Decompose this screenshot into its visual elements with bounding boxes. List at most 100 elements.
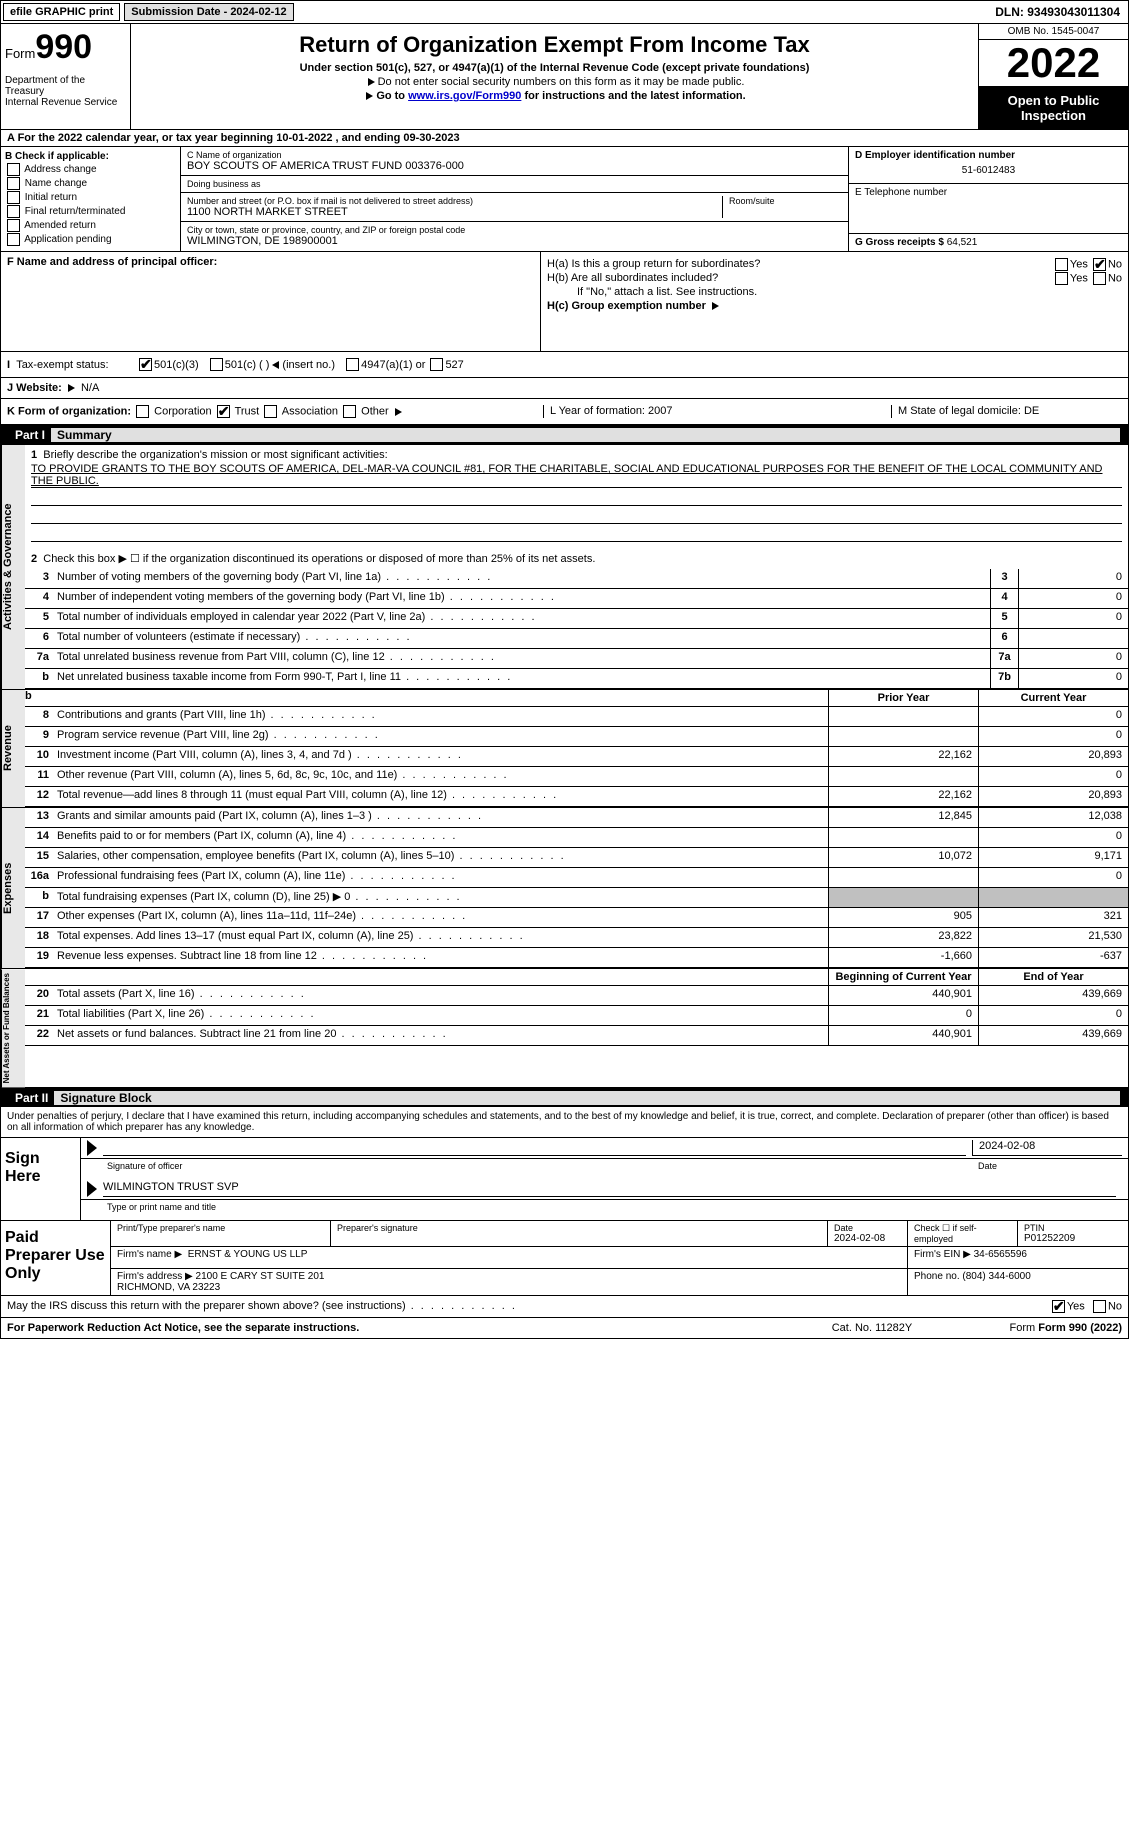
- chk-final-return[interactable]: Final return/terminated: [5, 205, 176, 218]
- current-year: 20,893: [978, 747, 1128, 766]
- col-f: F Name and address of principal officer:: [1, 252, 541, 351]
- prior-year: [828, 707, 978, 726]
- ha-text: H(a) Is this a group return for subordin…: [547, 258, 760, 270]
- row-num: 8: [25, 707, 53, 726]
- chk-501c3[interactable]: [139, 358, 152, 371]
- chk-address-change[interactable]: Address change: [5, 163, 176, 176]
- check-self-emp[interactable]: Check ☐ if self-employed: [908, 1221, 1018, 1246]
- triangle-icon: [87, 1181, 97, 1197]
- part1-header: Part I Summary: [1, 426, 1128, 444]
- chk-amended[interactable]: Amended return: [5, 219, 176, 232]
- current-year: 0: [978, 707, 1128, 726]
- summary-rev: Revenue b Prior Year Current Year 8 Cont…: [1, 689, 1128, 807]
- firm-ein-label: Firm's EIN ▶: [914, 1249, 971, 1260]
- chk-trust[interactable]: [217, 405, 230, 418]
- summary-row: 16a Professional fundraising fees (Part …: [25, 868, 1128, 888]
- firm-name: ERNST & YOUNG US LLP: [188, 1249, 308, 1260]
- mission-blank3: [31, 526, 1122, 542]
- f-label: F Name and address of principal officer:: [7, 256, 217, 268]
- label-4947: 4947(a)(1) or: [361, 359, 425, 371]
- prep-sig-label: Preparer's signature: [337, 1223, 821, 1233]
- rev-hdr: b Prior Year Current Year: [25, 690, 1128, 707]
- city-label: City or town, state or province, country…: [187, 225, 842, 235]
- row-num: 3: [25, 569, 53, 588]
- paid-line3: Firm's address ▶ 2100 E CARY ST SUITE 20…: [111, 1269, 1128, 1295]
- row-num: 21: [25, 1006, 53, 1025]
- row-num: 15: [25, 848, 53, 867]
- row-desc: Other revenue (Part VIII, column (A), li…: [53, 767, 828, 786]
- col-c-orginfo: C Name of organization BOY SCOUTS OF AME…: [181, 147, 848, 251]
- summary-row: 8 Contributions and grants (Part VIII, l…: [25, 707, 1128, 727]
- row-val: 0: [1018, 589, 1128, 608]
- na-content: Beginning of Current Year End of Year 20…: [25, 969, 1128, 1087]
- row-a-taxyear: A For the 2022 calendar year, or tax yea…: [1, 130, 1128, 147]
- declare-block: Under penalties of perjury, I declare th…: [1, 1107, 1128, 1138]
- k-label: K Form of organization:: [7, 405, 131, 417]
- discuss-no-chk[interactable]: [1093, 1300, 1106, 1313]
- row-desc: Total revenue—add lines 8 through 11 (mu…: [53, 787, 828, 806]
- tax-label: I Tax-exempt status:: [7, 359, 137, 371]
- side-na: Net Assets or Fund Balances: [1, 969, 25, 1087]
- ptin: P01252209: [1024, 1233, 1122, 1244]
- receipts-label: G Gross receipts $: [855, 237, 944, 248]
- row-desc: Total fundraising expenses (Part IX, col…: [53, 888, 828, 907]
- summary-row: 5 Total number of individuals employed i…: [25, 609, 1128, 629]
- sig-officer-line: 2024-02-08: [81, 1138, 1128, 1159]
- discuss-yes-chk[interactable]: [1052, 1300, 1065, 1313]
- form-990-number: 990: [35, 28, 92, 66]
- summary-row: 12 Total revenue—add lines 8 through 11 …: [25, 787, 1128, 807]
- org-name: BOY SCOUTS OF AMERICA TRUST FUND 003376-…: [187, 160, 842, 172]
- label-corp: Corporation: [154, 405, 211, 417]
- hb-no-chk[interactable]: [1093, 272, 1106, 285]
- arrow-icon: [68, 384, 75, 392]
- mission-blank1: [31, 490, 1122, 506]
- row-val: 0: [1018, 569, 1128, 588]
- label-527: 527: [445, 359, 463, 371]
- chk-initial-return[interactable]: Initial return: [5, 191, 176, 204]
- line2-text: Check this box ▶ ☐ if the organization d…: [43, 553, 595, 565]
- row-num: b: [25, 888, 53, 907]
- row-num: 10: [25, 747, 53, 766]
- row-desc: Total expenses. Add lines 13–17 (must eq…: [53, 928, 828, 947]
- street-field: Number and street (or P.O. box if mail i…: [181, 193, 848, 222]
- row-num: 20: [25, 986, 53, 1005]
- summary-row: 21 Total liabilities (Part X, line 26) 0…: [25, 1006, 1128, 1026]
- row-desc: Grants and similar amounts paid (Part IX…: [53, 808, 828, 827]
- chk-other[interactable]: [343, 405, 356, 418]
- chk-app-pending[interactable]: Application pending: [5, 233, 176, 246]
- form-prefix: Form: [5, 46, 35, 61]
- opt-0: Address change: [24, 164, 96, 175]
- sig-officer-label: Signature of officer: [107, 1161, 972, 1177]
- chk-corp[interactable]: [136, 405, 149, 418]
- chk-assoc[interactable]: [264, 405, 277, 418]
- chk-4947[interactable]: [346, 358, 359, 371]
- footer-form: Form Form 990 (2022): [962, 1322, 1122, 1334]
- chk-527[interactable]: [430, 358, 443, 371]
- form-header: Form990 Department of the Treasury Inter…: [1, 24, 1128, 130]
- row-desc: Number of voting members of the governin…: [53, 569, 990, 588]
- ha-no-chk[interactable]: [1093, 258, 1106, 271]
- yes-label: Yes: [1070, 272, 1088, 284]
- row-num: 4: [25, 589, 53, 608]
- hb-yes-chk[interactable]: [1055, 272, 1068, 285]
- row-desc: Total number of individuals employed in …: [53, 609, 990, 628]
- begin-date: 10-01-2022: [276, 132, 332, 144]
- triangle-icon: [87, 1140, 97, 1156]
- paid-line2: Firm's name ▶ ERNST & YOUNG US LLP Firm'…: [111, 1247, 1128, 1269]
- current-year: 12,038: [978, 808, 1128, 827]
- row-desc: Other expenses (Part IX, column (A), lin…: [53, 908, 828, 927]
- chk-name-change[interactable]: Name change: [5, 177, 176, 190]
- chk-501c[interactable]: [210, 358, 223, 371]
- row-fgh: F Name and address of principal officer:…: [1, 252, 1128, 352]
- dba-label: Doing business as: [187, 179, 842, 189]
- summary-row: 15 Salaries, other compensation, employe…: [25, 848, 1128, 868]
- part1-num: Part I: [9, 428, 51, 442]
- tax-year: 2022: [979, 40, 1128, 87]
- irs-link[interactable]: www.irs.gov/Form990: [408, 90, 521, 102]
- paid-date-label: Date: [834, 1223, 901, 1233]
- org-name-field: C Name of organization BOY SCOUTS OF AME…: [181, 147, 848, 176]
- paid-preparer-row: Paid Preparer Use Only Print/Type prepar…: [1, 1221, 1128, 1296]
- label-501c: 501(c) ( ): [225, 359, 270, 371]
- ha-yes-chk[interactable]: [1055, 258, 1068, 271]
- mission-blank2: [31, 508, 1122, 524]
